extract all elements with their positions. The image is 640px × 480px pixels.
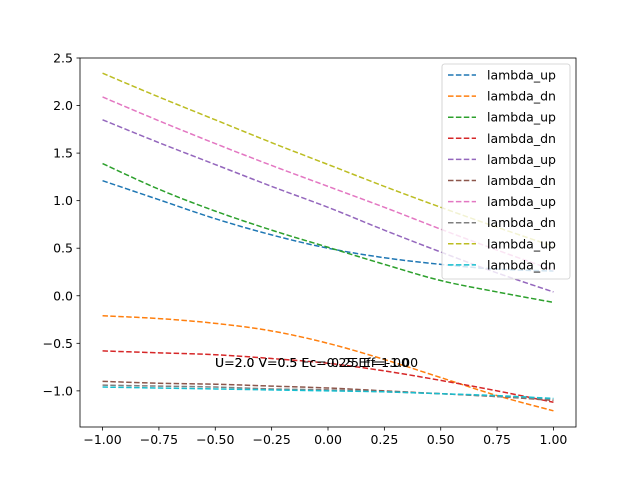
legend-label-10: lambda_dn [487, 257, 556, 272]
legend-label-3: lambda_up [487, 110, 556, 125]
legend-label-9: lambda_up [487, 236, 556, 251]
x-tick-label: 1.00 [540, 432, 568, 447]
annotation-layer: U=2.0 V=0.5 Ec=0.25 Ef=1.00U=2.0 V=0.5 E… [215, 355, 418, 370]
legend-label-7: lambda_up [487, 194, 556, 209]
annotation-text-2: U=2.0 V=0.5 Ec=-0.25 Ef=-1.00 [215, 355, 418, 370]
y-tick-label: 2.0 [53, 98, 73, 113]
y-tick-label: −1.0 [43, 383, 73, 398]
x-tick-label: −0.75 [140, 432, 178, 447]
series-line-2 [102, 314, 554, 412]
y-tick-label: 1.0 [53, 193, 73, 208]
axes-layer: −1.00 −0.75 −0.50 −0.25 0.00 0.25 0.50 0.75 1.00… [43, 51, 577, 447]
x-tick-label: 0.50 [427, 432, 455, 447]
legend-label-5: lambda_up [487, 152, 556, 167]
legend-label-2: lambda_dn [487, 89, 556, 104]
x-tick-label: −1.00 [83, 432, 121, 447]
x-tick-label: 0.25 [370, 432, 398, 447]
y-tick-label: 1.5 [53, 146, 73, 161]
y-tick-label: 0.5 [53, 241, 73, 256]
x-tick-label: 0.75 [483, 432, 511, 447]
series-line-4 [102, 350, 554, 404]
x-tick-label: 0.00 [314, 432, 342, 447]
x-tick-label: −0.25 [252, 432, 290, 447]
y-tick-label: 2.5 [53, 51, 73, 66]
legend-label-1: lambda_up [487, 68, 556, 83]
legend: lambda_uplambda_dnlambda_uplambda_dnlamb… [441, 63, 571, 280]
y-tick-label: −0.5 [43, 336, 73, 351]
legend-label-8: lambda_dn [487, 215, 556, 230]
series-line-8 [102, 384, 554, 401]
series-line-6 [102, 380, 554, 402]
annotation-text-1: U=2.0 V=0.5 Ec=0.25 Ef=1.00 [215, 355, 409, 370]
legend-label-4: lambda_dn [487, 131, 556, 146]
x-tick-label: −0.50 [196, 432, 234, 447]
series-line-10 [102, 386, 554, 400]
series-line-3 [102, 162, 554, 304]
y-tick-label: 0.0 [53, 288, 73, 303]
legend-label-6: lambda_dn [487, 173, 556, 188]
